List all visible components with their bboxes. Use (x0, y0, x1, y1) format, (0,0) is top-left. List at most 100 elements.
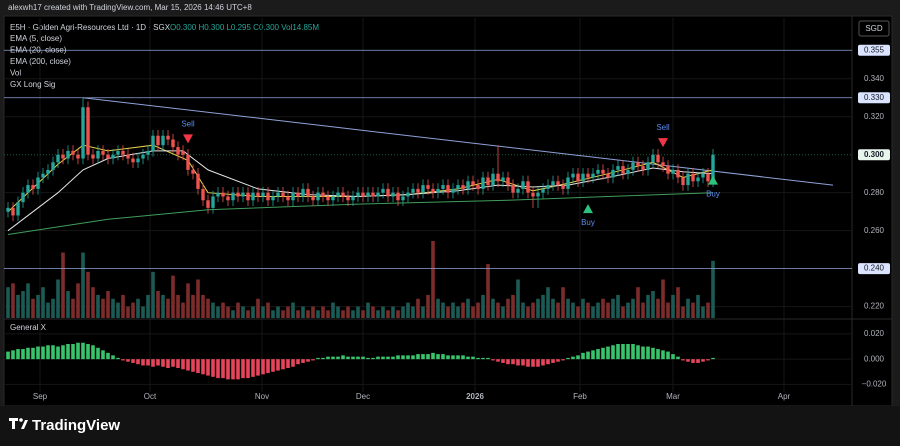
volume-bar (11, 283, 15, 318)
volume-bar (661, 279, 665, 318)
volume-bar (266, 302, 270, 318)
volume-bar (226, 306, 230, 318)
oscillator-bar (421, 354, 425, 360)
oscillator-bar (266, 359, 270, 374)
candle-body (651, 154, 655, 163)
ohlc: O0.300 H0.300 L0.295 C0.300 Vol14.85M (170, 23, 319, 32)
candle-body (611, 169, 615, 178)
oscillator-bar (681, 359, 685, 361)
oscillator-bar (171, 359, 175, 367)
oscillator-bar (436, 354, 440, 360)
oscillator-bar (566, 357, 570, 360)
oscillator-bar (536, 359, 540, 367)
candle-body (226, 196, 230, 201)
candle-body (16, 202, 20, 216)
volume-bar (556, 302, 560, 318)
oscillator-bar (386, 356, 390, 360)
volume-bar (41, 287, 45, 318)
oscillator-bar (356, 356, 360, 360)
candle-body (141, 154, 145, 159)
oscillator-bar (166, 359, 170, 368)
oscillator-bar (601, 347, 605, 360)
oscillator-bar (531, 359, 535, 367)
oscillator-bar (526, 359, 530, 367)
volume-bar (521, 302, 525, 318)
candle-body (391, 192, 395, 197)
candle-body (701, 173, 705, 178)
oscillator-bar (121, 359, 125, 361)
oscillator-bar (556, 359, 560, 362)
oscillator-bar (271, 359, 275, 372)
volume-bar (506, 298, 510, 318)
candle-body (631, 162, 635, 170)
oscillator-bar (466, 356, 470, 360)
volume-bar (101, 298, 105, 318)
volume-bar (126, 306, 130, 318)
level-box (858, 263, 890, 275)
volume-bar (346, 306, 350, 318)
currency-box[interactable] (858, 20, 890, 37)
oscillator-bar (71, 344, 75, 360)
y-tick-label: 0.340 (864, 74, 885, 83)
volume-bar (496, 302, 500, 318)
volume-bar (46, 302, 50, 318)
volume-bar (441, 302, 445, 318)
volume-bar (481, 294, 485, 318)
candle-body (206, 200, 210, 208)
logo-mark (9, 418, 18, 429)
volume-bar (586, 302, 590, 318)
candle-body (681, 177, 685, 186)
candle-body (101, 150, 105, 155)
volume-bar (701, 306, 705, 318)
volume-bar (66, 291, 70, 318)
candle-body (161, 135, 165, 146)
oscillator-bar (281, 359, 285, 370)
brand: TradingView (32, 417, 120, 434)
signal-marker (583, 204, 593, 214)
ema-line (7, 192, 714, 235)
candle-body (371, 192, 375, 197)
currency[interactable]: SGD (865, 24, 883, 33)
volume-bar (476, 302, 480, 318)
oscillator-bar (636, 345, 640, 360)
oscillator-bar (136, 359, 140, 365)
oscillator-bar (376, 356, 380, 360)
candle-body (636, 162, 640, 167)
candle-body (706, 173, 710, 182)
legend-entry: EMA (5, close) (10, 34, 62, 43)
volume-bar (356, 306, 360, 318)
candle-body (586, 173, 590, 178)
volume-bar (136, 298, 140, 318)
candle-body (151, 135, 155, 151)
oscillator-bar (591, 350, 595, 360)
candle-body (686, 173, 690, 186)
candle-body (46, 169, 50, 174)
oscillator-bar (261, 359, 265, 375)
oscillator-bar (426, 354, 430, 360)
volume-bar (96, 294, 100, 318)
candle-body (96, 150, 100, 159)
candle-body (76, 154, 80, 159)
candle-body (36, 177, 40, 189)
volume-bar (61, 252, 65, 318)
signal-marker (708, 175, 718, 185)
volume-bar (651, 291, 655, 318)
candle-body (526, 181, 530, 193)
volume-bar (276, 306, 280, 318)
oscillator-bar (331, 356, 335, 360)
pane-title: General X (10, 323, 47, 332)
y-tick-label: 0.260 (864, 226, 885, 235)
candle-body (601, 169, 605, 174)
oscillator-bar (196, 359, 200, 374)
candle-body (361, 192, 365, 197)
candle-body (381, 188, 385, 193)
candle-body (541, 188, 545, 193)
volume-bar (206, 298, 210, 318)
volume-bar (196, 279, 200, 318)
volume-bar (146, 294, 150, 318)
logo-dot (19, 418, 23, 422)
candle-body (336, 192, 340, 197)
volume-bar (261, 306, 265, 318)
candle-body (616, 166, 620, 170)
volume-bar (436, 298, 440, 318)
